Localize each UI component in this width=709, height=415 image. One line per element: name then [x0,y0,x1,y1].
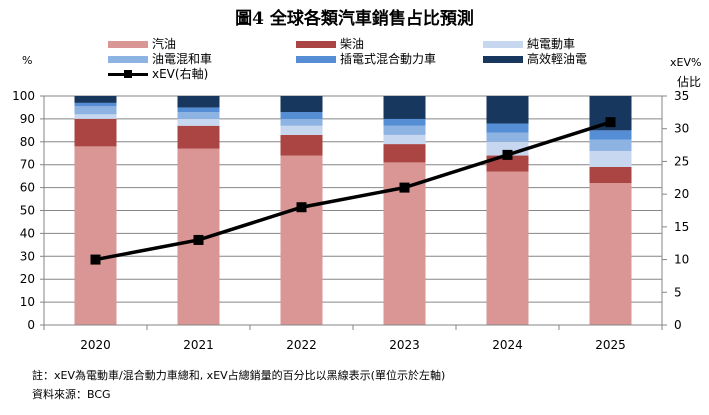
bar-segment [177,112,220,119]
gridlines [44,95,662,303]
legend-item-diesel: 柴油 [296,37,364,51]
y-axis-unit-label: % [22,54,33,67]
x-tick-label: 2024 [492,338,523,352]
bar-segment [280,134,323,156]
y-tick-label: 80 [20,135,35,149]
bar-segment [280,112,323,119]
y-tick-label: 70 [20,158,35,172]
y2-tick-label: 20 [674,187,689,201]
legend-label: 柴油 [340,37,365,51]
legend-label: 高效輕油電 [527,52,588,66]
bar-segment [383,118,426,126]
bar-segment [589,166,632,184]
legend-swatch-diesel [296,40,336,48]
legend-label: 汽油 [152,37,177,51]
y-tick-label: 90 [20,112,35,126]
bar-segment [486,171,529,325]
y-tick-label: 40 [20,226,35,240]
legend-label: 純電動車 [527,37,576,51]
chart-plot: 0102030405060708090100051015202530352020… [12,89,689,352]
bar-segment [280,125,323,135]
y-tick-label: 100 [12,89,35,103]
bar-segment [74,106,117,115]
y-tick-label: 20 [20,272,35,286]
chart-title: 圖4 全球各類汽車銷售占比預測 [235,9,474,29]
bar-segment [383,144,426,163]
legend-swatch-hev [108,55,148,63]
legend-label: xEV(右軸) [152,67,209,81]
x-tick-label: 2022 [286,338,317,352]
legend-label: 插電式混合動力車 [340,52,437,66]
legend-item-hev: 油電混和車 [108,52,212,66]
xev-line-marker [605,117,616,128]
legend-item-mild-hybrid: 高效輕油電 [483,52,587,66]
y-tick-label: 10 [20,295,35,309]
bar-segment [280,155,323,325]
y2-tick-label: 5 [674,285,682,299]
bar-segment [589,130,632,140]
y2-axis-unit-label: xEV% [670,56,702,69]
x-tick-label: 2020 [80,338,111,352]
bar-segment [280,96,323,113]
legend-swatch-bev [483,40,523,48]
y2-tick-label: 30 [674,122,689,136]
y2-axis-extra-label: 佔比 [677,75,702,89]
bar-segment [74,96,117,103]
y-tick-label: 0 [27,318,35,332]
xev-line-marker [90,254,101,265]
bar-segment [486,123,529,133]
bar-segment [177,107,220,113]
xev-line-path [95,120,612,262]
bar-segment [74,118,117,147]
legend-swatch-gasoline [108,40,148,48]
bar-segment [177,125,220,149]
x-tick-label: 2025 [595,338,626,352]
bar-segment [383,134,426,145]
xev-line [90,117,616,265]
legend-label: 油電混和車 [152,52,213,66]
xev-line-marker [193,234,204,245]
y2-tick-label: 10 [674,253,689,267]
bar-segment [177,96,220,108]
xev-line-marker [502,149,513,160]
legend-item-bev: 純電動車 [483,37,575,51]
x-tick-label: 2023 [389,338,420,352]
legend-item-gasoline: 汽油 [108,37,176,51]
axes: 0102030405060708090100051015202530352020… [12,89,689,352]
bar-segment [177,118,220,126]
bar-segment [589,150,632,167]
legend-item-xev-line: xEV(右軸) [108,67,208,81]
bar-segment [74,114,117,119]
bar-segment [486,96,529,124]
legend-swatch-phev [296,55,336,63]
bar-segment [280,118,323,126]
bar-segment [383,125,426,135]
y2-tick-label: 15 [674,220,689,234]
bar-segment [74,102,117,107]
bar-segment [589,183,632,325]
bar-segment [74,146,117,325]
legend-line-marker-icon [108,69,148,79]
bar-segment [589,139,632,151]
xev-line-marker [296,202,307,213]
bar-segment [383,96,426,119]
chart-note: 註：xEV為電動車/混合動力車總和, xEV占總銷量的百分比以黑線表示(單位示於… [32,369,446,382]
x-tick-label: 2021 [183,338,214,352]
y-tick-label: 50 [20,204,35,218]
bar-segment [486,132,529,142]
xev-line-marker [399,182,410,193]
legend-item-phev: 插電式混合動力車 [296,52,436,66]
y2-tick-label: 0 [674,318,682,332]
y-tick-label: 60 [20,181,35,195]
y2-tick-label: 25 [674,154,689,168]
chart-source: 資料來源：BCG [32,388,111,401]
y-tick-label: 30 [20,249,35,263]
y2-tick-label: 35 [674,89,689,103]
legend-swatch-mild-hybrid [483,55,523,63]
